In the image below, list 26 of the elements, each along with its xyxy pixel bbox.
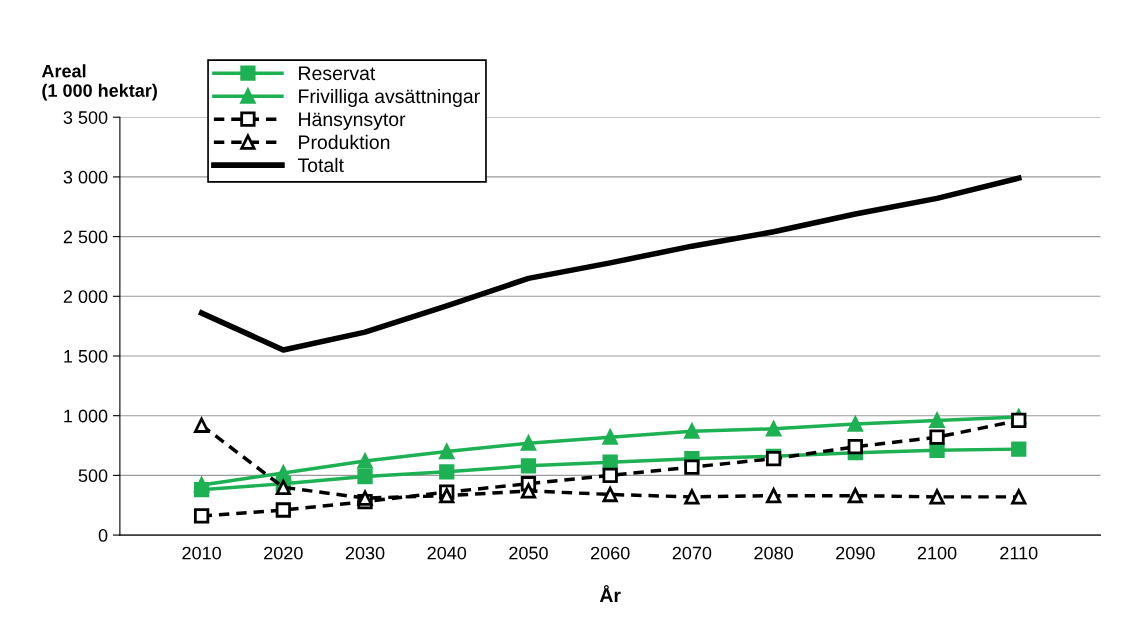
y-tick-label: 3 500 bbox=[63, 111, 108, 124]
x-tick-label: 2020 bbox=[264, 546, 303, 560]
x-tick-label: 2030 bbox=[345, 546, 385, 560]
y-tick-label: 500 bbox=[78, 469, 108, 483]
x-axis-title: År bbox=[599, 584, 621, 603]
x-tick-label: 2040 bbox=[427, 546, 467, 560]
legend-label: Frivilliga avsättningar bbox=[299, 88, 480, 108]
x-tick-label: 2080 bbox=[754, 546, 793, 560]
x-tick-label: 2100 bbox=[917, 546, 957, 560]
x-tick-label: 2070 bbox=[672, 546, 712, 560]
y-tick-label: 3 000 bbox=[63, 170, 108, 184]
legend-label: Reservat bbox=[299, 66, 376, 81]
y-tick-label: 1 500 bbox=[64, 349, 108, 363]
x-tick-label: 2090 bbox=[836, 546, 875, 560]
y-tick-label: 2 000 bbox=[63, 290, 108, 304]
y-tick-label: 0 bbox=[98, 529, 108, 542]
x-tick-label: 2110 bbox=[1000, 546, 1038, 560]
legend-label: Produktion bbox=[299, 134, 390, 150]
x-tick-label: 2010 bbox=[182, 546, 221, 560]
y-axis-title: Areal (1 000 hektar) bbox=[41, 64, 157, 101]
x-tick-label: 2060 bbox=[591, 546, 630, 560]
y-tick-label: 2 500 bbox=[63, 230, 108, 244]
legend-label: Totalt bbox=[297, 157, 344, 173]
x-tick-label: 2050 bbox=[509, 546, 548, 560]
y-tick-label: 1 000 bbox=[64, 409, 108, 423]
legend-label: Hänsynsytor bbox=[299, 112, 406, 130]
